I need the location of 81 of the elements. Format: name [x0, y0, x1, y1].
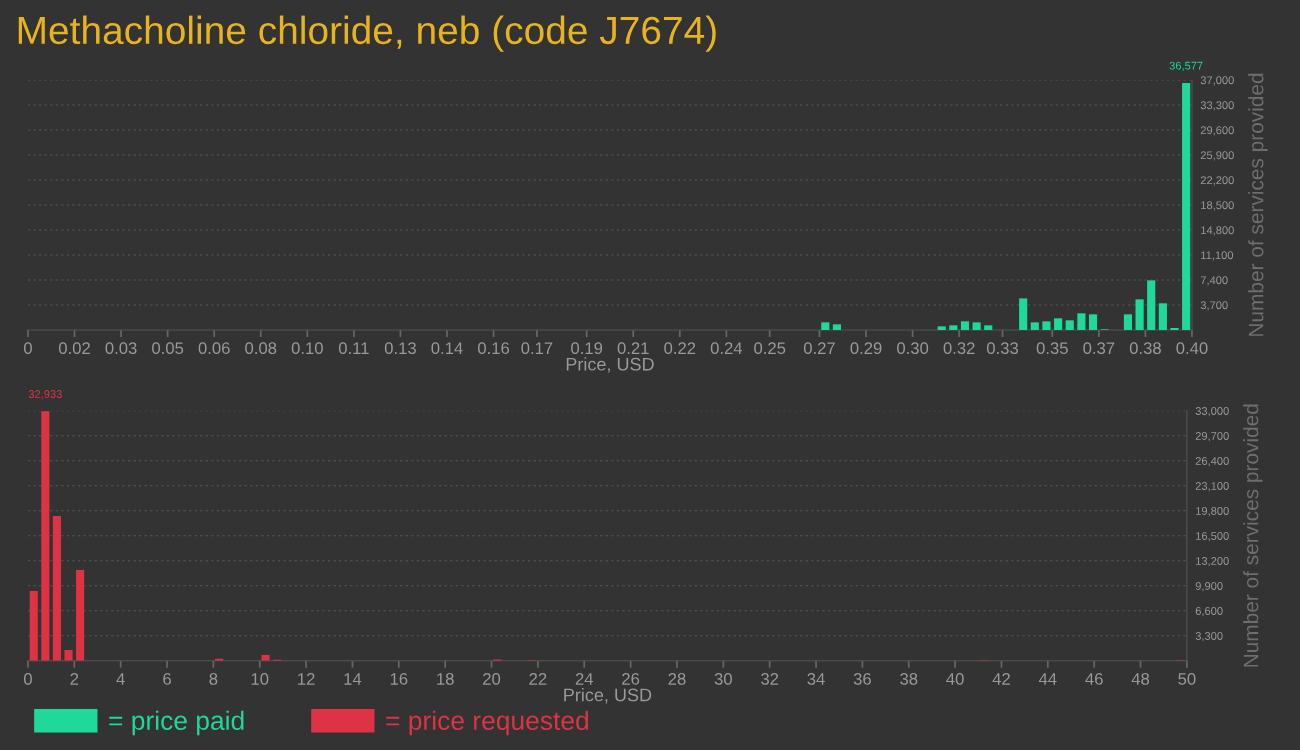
x-tick-label: 4: [116, 673, 125, 685]
x-tick-label: 0.08: [245, 342, 277, 355]
y-tick-label: 6,600: [1195, 607, 1223, 617]
x-tick-label: 46: [1085, 673, 1103, 685]
annotation: 32,933: [28, 390, 62, 400]
x-tick-label: 14: [344, 673, 362, 685]
y-tick-label: 26,400: [1195, 457, 1229, 467]
x-tick-label: 0.11: [338, 342, 369, 355]
y-tick-label: 29,600: [1200, 126, 1234, 136]
x-tick-label: 16: [390, 673, 408, 685]
y-tick-label: 29,700: [1195, 432, 1229, 442]
y-tick-label: 14,800: [1201, 226, 1234, 236]
x-tick-label: 0.38: [1129, 342, 1161, 355]
x-tick-label: 48: [1131, 673, 1150, 685]
x-tick-label: 6: [163, 673, 171, 685]
x-tick-label: 0.02: [58, 342, 90, 355]
x-tick-label: 2: [70, 673, 79, 685]
y-tick-label: 11,100: [1201, 251, 1234, 261]
y-axis-title: Number of services provided: [1243, 404, 1263, 667]
x-axis-title: Price, USD: [564, 688, 652, 704]
x-tick-label: 0.22: [664, 342, 696, 355]
x-tick-label: 0.24: [710, 342, 743, 355]
x-tick-label: 0.29: [850, 342, 882, 355]
y-tick-label: 25,900: [1200, 151, 1234, 161]
x-tick-label: 0.05: [152, 342, 184, 355]
x-tick-label: 0.06: [198, 342, 230, 355]
x-tick-label: 0.25: [754, 342, 786, 355]
x-tick-label: 0.33: [986, 342, 1019, 355]
y-tick-label: 7,400: [1200, 276, 1228, 286]
x-tick-label: 0.21: [617, 342, 649, 355]
x-tick-label: 32: [761, 673, 779, 685]
x-tick-label: 0.35: [1036, 342, 1068, 355]
y-axis-title: Number of services provided: [1248, 73, 1268, 336]
x-tick-label: 0.40: [1176, 342, 1208, 355]
annotation: 36,577: [1169, 61, 1203, 71]
x-tick-label: 22: [529, 673, 547, 685]
x-axis-title: Price, USD: [566, 357, 654, 373]
y-tick-label: 9,900: [1195, 582, 1223, 592]
y-tick-label: 33,000: [1195, 407, 1229, 417]
y-tick-label: 22,200: [1200, 176, 1234, 186]
x-tick-label: 8: [209, 673, 218, 685]
x-tick-label: 0.03: [105, 342, 137, 355]
x-tick-label: 42: [992, 673, 1010, 685]
x-tick-label: 10: [251, 673, 269, 685]
y-tick-label: 16,500: [1196, 532, 1229, 542]
x-tick-label: 0: [23, 673, 32, 685]
x-tick-label: 0.32: [943, 342, 975, 355]
x-tick-label: 20: [483, 673, 501, 685]
x-tick-label: 0.30: [897, 342, 929, 355]
y-tick-label: 13,200: [1196, 557, 1229, 567]
x-tick-label: 0.37: [1083, 342, 1115, 355]
x-tick-label: 30: [714, 673, 732, 685]
y-tick-label: 23,100: [1195, 482, 1229, 492]
y-tick-label: 3,300: [1195, 632, 1223, 642]
chart-title: Methacholine chloride, neb (code J7674): [18, 15, 716, 52]
x-tick-label: 38: [900, 673, 918, 685]
x-tick-label: 26: [622, 673, 640, 685]
x-tick-label: 0.27: [803, 342, 835, 355]
x-tick-label: 0.14: [431, 342, 463, 355]
x-tick-label: 0: [23, 342, 32, 355]
legend-label: = price paid: [109, 710, 244, 736]
x-tick-label: 34: [807, 673, 825, 685]
y-tick-label: 3,700: [1200, 301, 1228, 311]
y-tick-label: 18,500: [1201, 201, 1234, 211]
x-tick-label: 40: [946, 673, 964, 685]
legend-label: = price requested: [386, 710, 588, 736]
y-tick-label: 37,000: [1200, 76, 1234, 86]
x-tick-label: 0.13: [384, 342, 416, 355]
x-tick-label: 24: [575, 673, 594, 685]
x-tick-label: 0.19: [571, 342, 603, 355]
x-tick-label: 50: [1178, 673, 1196, 685]
x-tick-label: 28: [668, 673, 686, 685]
x-tick-label: 18: [437, 673, 454, 685]
x-tick-label: 0.10: [291, 342, 323, 355]
x-tick-label: 36: [853, 673, 871, 685]
x-tick-label: 12: [298, 673, 315, 685]
x-tick-label: 0.17: [521, 342, 553, 355]
x-tick-label: 0.16: [477, 342, 510, 355]
y-tick-label: 33,300: [1200, 101, 1234, 111]
x-tick-label: 44: [1038, 673, 1057, 685]
y-tick-label: 19,800: [1196, 507, 1229, 517]
